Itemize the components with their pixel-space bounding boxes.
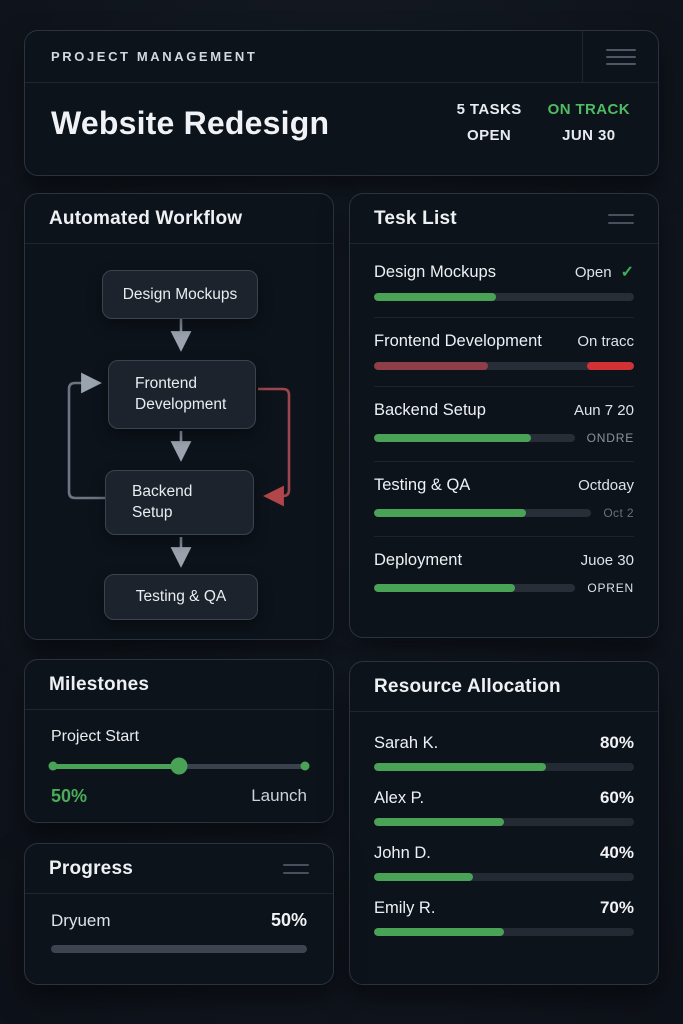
status-badge: ON TRACK xyxy=(547,101,630,118)
resource-bar xyxy=(374,763,634,771)
resource-percent: 70% xyxy=(599,898,634,917)
workflow-node-design-mockups[interactable]: Design Mockups xyxy=(102,270,258,319)
workflow-node-testing-qa[interactable]: Testing & QA xyxy=(104,574,258,620)
task-list-title: Tesk List xyxy=(374,207,457,229)
drag-handle-icon[interactable] xyxy=(608,213,634,224)
slider-thumb[interactable] xyxy=(170,757,188,775)
milestones-body: Project Start 50% Launch xyxy=(25,710,333,807)
resource-name: Sarah K. xyxy=(374,733,439,752)
tasks-count-label: OPEN xyxy=(467,127,512,144)
progress-body: Dryuem 50% xyxy=(25,894,333,953)
progress-bar xyxy=(374,509,592,517)
task-sub-label: OPREN xyxy=(587,581,634,595)
header-card: PROJECT MANAGEMENT Website Redesign 5 TA… xyxy=(24,30,659,176)
app-title: PROJECT MANAGEMENT xyxy=(51,49,258,64)
milestone-label: Project Start xyxy=(51,728,140,745)
task-status: Octdoay xyxy=(578,477,634,494)
resource-header: Resource Allocation xyxy=(350,662,658,712)
task-list-header: Tesk List xyxy=(350,194,658,244)
task-name: Design Mockups xyxy=(374,262,496,281)
resource-body: Sarah K. 80% Alex P. 60% John D. xyxy=(350,712,658,942)
task-row[interactable]: Frontend Development On tracc xyxy=(374,317,634,386)
task-list-body: Design Mockups Open ✓ Frontend Developme… xyxy=(350,244,658,611)
header-stats: 5 TASKS OPEN ON TRACK JUN 30 xyxy=(457,97,634,149)
workflow-title: Automated Workflow xyxy=(49,207,243,229)
task-sub-label: ONDRE xyxy=(586,431,634,445)
tasks-open-stat: 5 TASKS OPEN xyxy=(457,97,522,149)
drag-handle-icon[interactable] xyxy=(283,863,309,874)
task-status: Aun 7 20 xyxy=(573,402,634,419)
progress-bar xyxy=(374,434,575,442)
slider-start-dot xyxy=(48,761,58,771)
milestone-slider[interactable] xyxy=(48,757,310,775)
progress-bar xyxy=(374,584,576,592)
milestones-header: Milestones xyxy=(25,660,333,710)
resource-row: Sarah K. 80% xyxy=(374,722,634,777)
task-row[interactable]: Design Mockups Open ✓ xyxy=(374,248,634,317)
resource-title: Resource Allocation xyxy=(374,675,561,697)
resource-percent: 40% xyxy=(599,843,634,862)
node-label: Frontend Development xyxy=(135,375,227,413)
resource-allocation-panel: Resource Allocation Sarah K. 80% Alex P.… xyxy=(349,661,659,985)
progress-bar xyxy=(51,945,307,953)
workflow-panel: Automated Workflow xyxy=(24,193,334,640)
task-row[interactable]: Testing & QA Octdoay Oct 2 xyxy=(374,461,634,536)
resource-row: John D. 40% xyxy=(374,832,634,887)
resource-row: Alex P. 60% xyxy=(374,777,634,832)
resource-row: Emily R. 70% xyxy=(374,887,634,942)
workflow-diagram: Design Mockups Frontend Development Back… xyxy=(25,244,333,641)
milestone-end-label: Launch xyxy=(251,786,307,805)
node-label: Design Mockups xyxy=(122,285,238,303)
milestones-panel: Milestones Project Start 50% Launch xyxy=(24,659,334,823)
resource-percent: 60% xyxy=(599,788,634,807)
progress-header: Progress xyxy=(25,844,333,894)
progress-item-value: 50% xyxy=(270,910,307,930)
node-label: Backend Setup xyxy=(132,483,193,521)
resource-name: Emily R. xyxy=(374,898,436,917)
milestones-title: Milestones xyxy=(49,673,150,695)
hamburger-menu-button[interactable] xyxy=(582,31,658,82)
slider-track xyxy=(48,757,310,775)
slider-end-dot xyxy=(300,761,310,771)
task-sub-label: Oct 2 xyxy=(603,506,634,520)
task-name: Backend Setup xyxy=(374,401,486,419)
resource-name: John D. xyxy=(374,843,431,862)
progress-item-label: Dryuem xyxy=(51,910,111,930)
task-name: Deployment xyxy=(374,551,463,569)
milestone-percent: 50% xyxy=(51,786,88,806)
workflow-node-backend-setup[interactable]: Backend Setup xyxy=(105,470,254,535)
task-status: On tracc xyxy=(577,333,634,350)
status-due-stat: ON TRACK JUN 30 xyxy=(548,97,630,149)
task-row[interactable]: Deployment Juoe 30 OPREN xyxy=(374,536,634,611)
due-date: JUN 30 xyxy=(562,127,616,144)
header-top-bar: PROJECT MANAGEMENT xyxy=(25,31,658,83)
hamburger-icon xyxy=(605,55,636,58)
task-name: Frontend Development xyxy=(374,332,542,350)
progress-panel: Progress Dryuem 50% xyxy=(24,843,334,985)
resource-bar xyxy=(374,818,634,826)
progress-bar xyxy=(374,293,634,301)
resource-bar xyxy=(374,873,634,881)
workflow-connectors xyxy=(67,319,291,568)
workflow-node-frontend-development[interactable]: Frontend Development xyxy=(108,360,256,429)
hamburger-icon xyxy=(605,48,636,51)
resource-bar xyxy=(374,928,634,936)
hamburger-icon xyxy=(605,62,636,65)
task-status: Open xyxy=(574,263,612,281)
workflow-panel-header: Automated Workflow xyxy=(25,194,333,244)
task-name: Testing & QA xyxy=(374,476,471,494)
task-list-panel: Tesk List Design Mockups Open ✓ Frontend xyxy=(349,193,659,638)
resource-name: Alex P. xyxy=(374,788,425,807)
check-icon: ✓ xyxy=(620,264,634,281)
task-row[interactable]: Backend Setup Aun 7 20 ONDRE xyxy=(374,386,634,461)
task-status: Juoe 30 xyxy=(580,552,634,569)
tasks-count: 5 TASKS xyxy=(456,101,522,118)
progress-title: Progress xyxy=(49,857,133,879)
page-title: Website Redesign xyxy=(51,104,330,141)
resource-percent: 80% xyxy=(599,733,634,752)
node-label: Testing & QA xyxy=(135,588,227,605)
header-main-row: Website Redesign 5 TASKS OPEN ON TRACK J… xyxy=(25,83,658,149)
progress-bar xyxy=(374,362,634,370)
